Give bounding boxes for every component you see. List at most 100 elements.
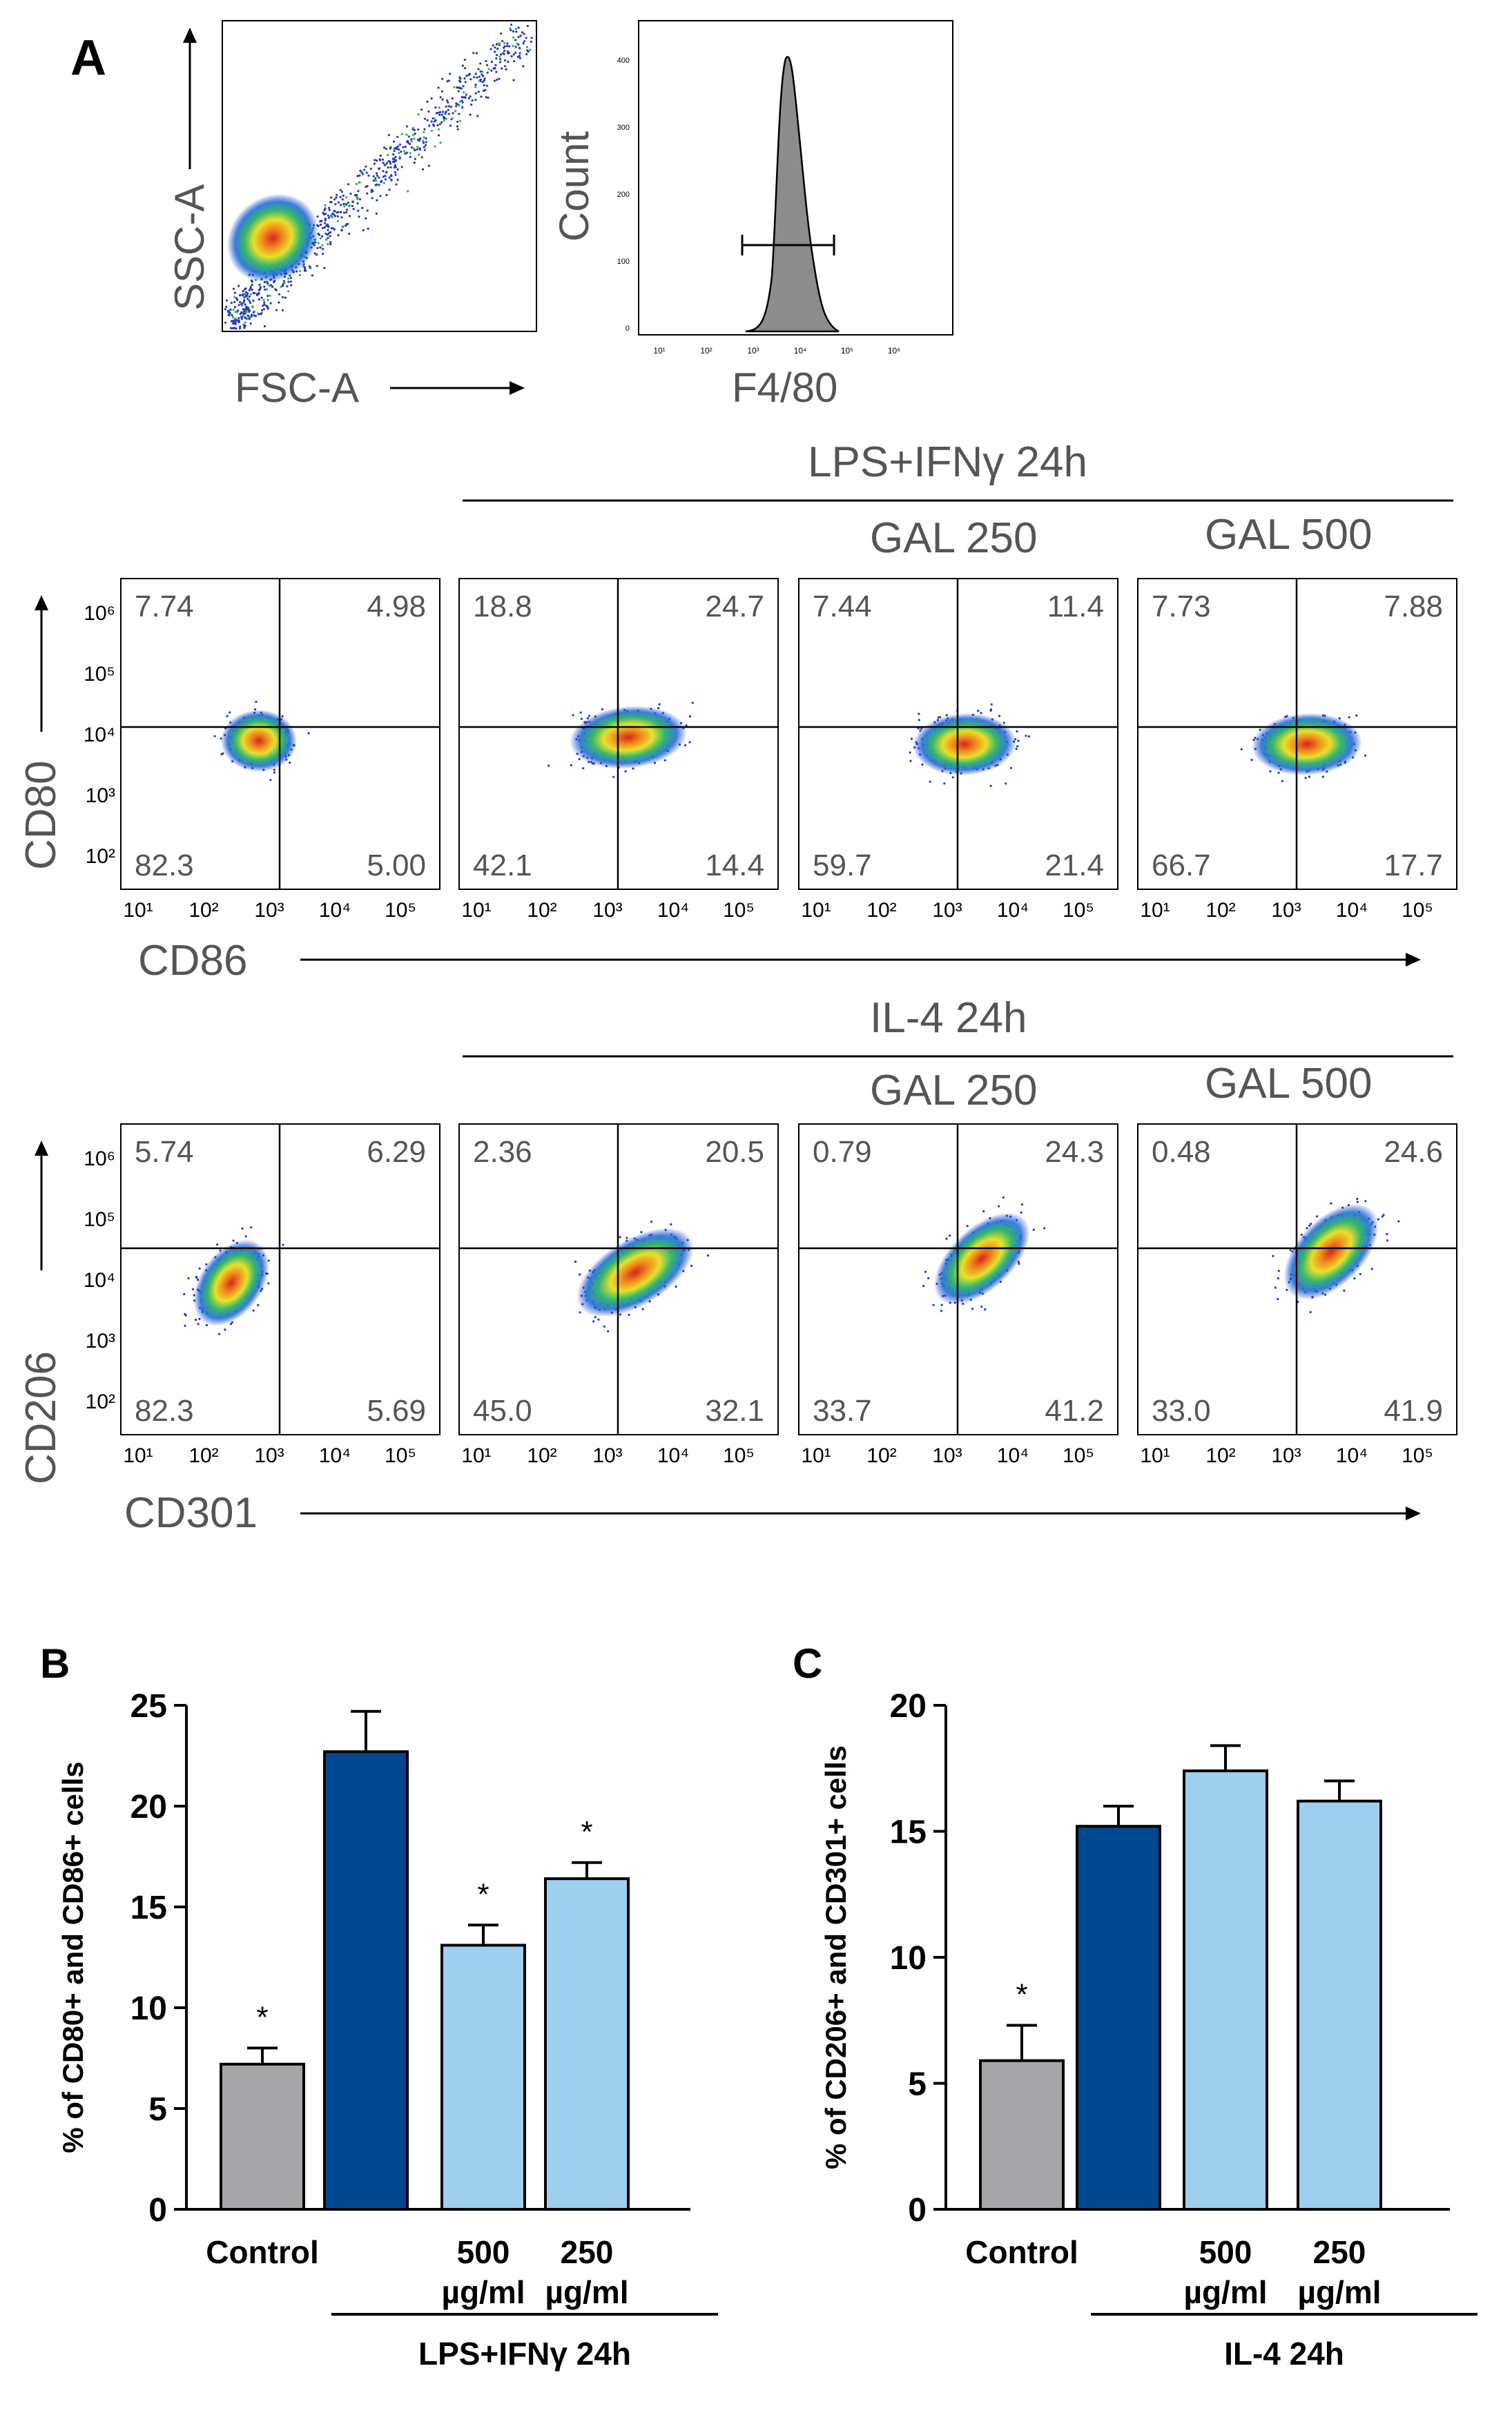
scatter-dot <box>327 206 331 209</box>
x-tick-label: 10¹ <box>801 1444 831 1467</box>
event-dot <box>1016 730 1018 733</box>
event-dot <box>966 1225 969 1228</box>
scatter-dot <box>324 222 327 224</box>
scatter-dot <box>348 233 351 235</box>
scatter-dot <box>358 215 360 218</box>
scatter-dot <box>249 286 252 289</box>
x-tick-label: 10² <box>1205 899 1235 922</box>
scatter-dot <box>258 289 260 291</box>
bar-chart-B: B 0 5 10 15 20 25 % of CD80+ and CD86+ cells * Co… <box>40 1640 718 2372</box>
scatter-dot <box>392 140 396 143</box>
scatter-dot <box>416 148 418 151</box>
scatter-dot <box>328 216 331 220</box>
row2-y-arrowhead <box>35 1141 48 1156</box>
x-tick-label: 10⁴ <box>657 899 689 922</box>
scatter-dot <box>298 273 302 277</box>
scatter-dot <box>481 70 484 73</box>
fsc-ssc-scatter <box>222 20 537 332</box>
event-dot <box>1277 771 1280 774</box>
scatter-dot <box>463 59 466 61</box>
scatter-dot <box>453 86 456 88</box>
scatter-dot <box>241 316 244 318</box>
quadrant-bottom-right-value: 21.4 <box>1045 849 1104 882</box>
scatter-dot <box>503 46 505 49</box>
row1-plot-4: 7.73 7.88 66.7 17.7 10¹ 10² 10³ 10⁴ 10⁵ <box>1137 578 1457 922</box>
scatter-dot <box>238 327 241 330</box>
scatter-dot <box>225 299 229 302</box>
event-dot <box>1250 759 1253 762</box>
scatter-dot <box>351 204 353 207</box>
scatter-dot <box>313 252 316 255</box>
event-dot <box>949 1234 951 1237</box>
scatter-dot <box>233 327 235 329</box>
event-dot <box>1348 716 1350 719</box>
row1-x-label: CD86 <box>138 937 248 985</box>
scatter-dot <box>287 290 290 293</box>
scatter-dot <box>434 145 436 148</box>
scatter-dot <box>258 283 261 286</box>
scatter-dot <box>376 174 379 177</box>
scatter-dot <box>463 77 466 80</box>
event-dot <box>257 1304 260 1306</box>
scatter-dot <box>345 203 348 206</box>
scatter-dot <box>404 145 407 148</box>
scatter-dot <box>252 299 255 302</box>
scatter-dot <box>428 124 431 127</box>
scatter-dot <box>479 62 482 65</box>
scatter-dot <box>372 175 375 177</box>
scatter-dot <box>464 67 467 70</box>
quadrant-top-right-value: 20.5 <box>705 1135 764 1169</box>
quadrant-top-left-value: 7.73 <box>1152 590 1211 623</box>
x-category-label: Control <box>965 2234 1078 2270</box>
event-dot <box>910 737 913 740</box>
scatter-dot <box>422 142 425 144</box>
scatter-dot <box>321 244 324 246</box>
scatter-dot <box>496 54 498 57</box>
scatter-dot <box>230 320 233 322</box>
scatter-dot <box>418 148 422 151</box>
histogram-x-ticks: 10¹ 10² 10³ 10⁴ 10⁵ 10⁶ <box>653 346 900 356</box>
scatter-dot <box>309 267 312 269</box>
histogram-x-label: F4/80 <box>732 365 837 411</box>
histogram-y-tick: 400 <box>617 57 630 65</box>
scatter-dot <box>413 137 416 140</box>
event-dot <box>224 1328 226 1331</box>
x-tick-label: 10¹ <box>123 899 153 922</box>
scatter-dot <box>519 35 522 37</box>
event-dot <box>1027 735 1030 738</box>
scatter-dot <box>238 284 240 287</box>
histogram-x-tick: 10³ <box>747 346 759 356</box>
scatter-dot <box>522 65 525 68</box>
scatter-dot <box>407 190 409 193</box>
row1-plot-2: 18.8 24.7 42.1 14.4 10¹ 10² 10³ 10⁴ 10⁵ <box>458 578 779 922</box>
bar <box>979 2059 1065 2211</box>
scatter-dot <box>403 150 406 153</box>
scatter-dot <box>266 282 269 285</box>
quadrant-top-right-value: 24.6 <box>1384 1135 1443 1169</box>
x-tick-label: 10⁴ <box>997 899 1029 922</box>
event-dot <box>597 1318 600 1321</box>
scatter-dot <box>246 298 249 300</box>
event-dot <box>594 1316 597 1319</box>
scatter-dot <box>440 121 443 124</box>
event-dot <box>216 1243 219 1246</box>
scatter-dot <box>409 152 411 155</box>
scatter-dot <box>484 88 487 91</box>
row1-subheader-2: GAL 500 <box>1205 511 1372 559</box>
scatter-dot <box>464 96 467 99</box>
scatter-dot <box>268 284 271 287</box>
quadrant-top-right-value: 11.4 <box>1047 590 1104 623</box>
x-tick-label: 10³ <box>932 1444 962 1467</box>
scatter-dot <box>467 74 470 77</box>
histogram-y-ticks: 0 100 200 300 400 <box>617 57 630 333</box>
scatter-dot <box>425 137 427 140</box>
scatter-dot <box>244 303 246 306</box>
y-tick-label: 25 <box>130 1688 167 1725</box>
scatter-dot <box>358 198 362 201</box>
scatter-dot <box>251 305 254 308</box>
scatter-dot <box>490 61 494 64</box>
histogram-y-tick: 200 <box>617 191 630 199</box>
scatter-dot <box>435 112 438 115</box>
scatter-dot <box>476 76 478 79</box>
